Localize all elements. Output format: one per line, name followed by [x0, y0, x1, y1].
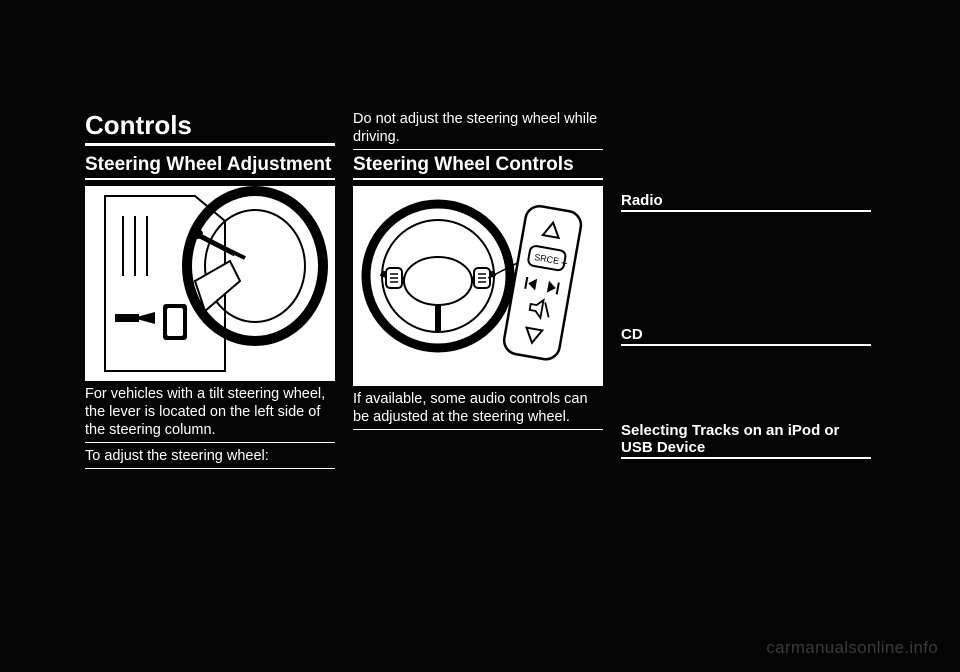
page-content: Controls Steering Wheel Adjustment [85, 110, 873, 473]
watermark-text: carmanualsonline.info [766, 638, 938, 658]
column-3: Radio CD Selecting Tracks on an iPod or … [621, 110, 871, 473]
section-heading-controls: Controls [85, 110, 335, 146]
steering-controls-illustration: SRCE + [353, 186, 603, 386]
heading-ipod-usb: Selecting Tracks on an iPod or USB Devic… [621, 422, 871, 459]
heading-cd: CD [621, 326, 871, 346]
radio-body-placeholder [621, 216, 871, 316]
figure-steering-controls: SRCE + [353, 186, 603, 386]
column-1: Controls Steering Wheel Adjustment [85, 110, 335, 473]
heading-radio: Radio [621, 192, 871, 212]
column-2: Do not adjust the steering wheel while d… [353, 110, 603, 473]
subheading-steering-adjustment: Steering Wheel Adjustment [85, 154, 335, 180]
para-tilt-lever-location: For vehicles with a tilt steering wheel,… [85, 385, 335, 443]
col3-top-spacer [621, 110, 871, 182]
steering-lever-illustration [85, 186, 335, 381]
para-do-not-adjust: Do not adjust the steering wheel while d… [353, 110, 603, 150]
cd-body-placeholder [621, 350, 871, 412]
para-adjust-intro: To adjust the steering wheel: [85, 447, 335, 469]
subheading-steering-controls: Steering Wheel Controls [353, 154, 603, 180]
figure-steering-lever [85, 186, 335, 381]
para-audio-controls: If available, some audio controls can be… [353, 390, 603, 430]
